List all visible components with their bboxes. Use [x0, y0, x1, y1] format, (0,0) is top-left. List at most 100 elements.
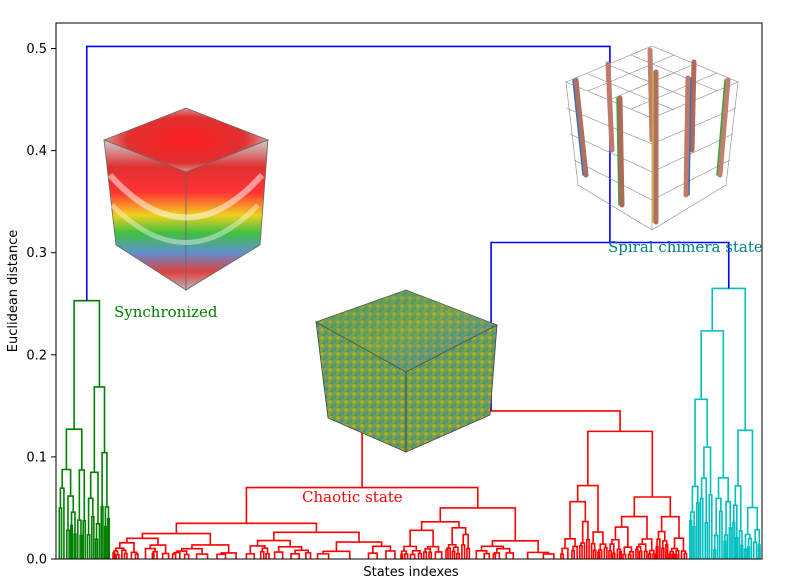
chaotic-cluster-link — [409, 529, 434, 547]
chaotic-cluster-link — [612, 552, 616, 559]
chaotic-cluster-link — [134, 553, 139, 559]
text-layer: States indexes Euclidean distance Synchron… — [6, 230, 763, 580]
chaotic-cluster-link — [633, 496, 672, 517]
links-layer — [58, 45, 761, 559]
chaotic-cluster-link — [592, 549, 597, 559]
spiral-chimera-cluster-link — [747, 537, 753, 559]
cluster-label: Chaotic state — [302, 488, 403, 506]
spiral-chimera-cluster-link — [718, 510, 723, 559]
chaotic-cluster-link — [586, 538, 590, 559]
chaotic-cluster-link — [647, 553, 652, 559]
synchronized-cluster-link — [91, 515, 95, 559]
chaotic-cluster-link — [115, 553, 120, 559]
chaotic-cluster-link — [580, 542, 586, 559]
spiral-chimera-cube-image — [565, 45, 739, 231]
chaotic-cluster-link — [420, 521, 460, 531]
chaotic-cluster-link — [635, 548, 639, 559]
chaotic-cluster-link — [661, 547, 665, 559]
cluster-label: Spiral chimera state — [608, 238, 763, 256]
chaotic-cluster-link — [452, 546, 459, 554]
synchronized-cluster-link — [78, 469, 86, 521]
chaotic-cluster-link — [322, 550, 351, 559]
chaotic-cluster-link — [616, 548, 622, 559]
chaotic-cluster-link — [152, 550, 158, 559]
chaotic-cluster-link — [195, 553, 209, 559]
synchronized-cluster-link — [104, 506, 110, 527]
chaotic-cluster-link — [627, 553, 632, 559]
spiral-chimera-cluster-link — [708, 494, 713, 559]
spiral-chimera-cluster-link — [713, 549, 717, 559]
chaotic-cluster-link — [461, 544, 466, 559]
chaotic-cluster-link — [126, 537, 159, 546]
axes-layer: 0.0 0.1 0.2 0.3 0.4 0.5 — [26, 22, 763, 568]
y-tick-label: 0.2 — [26, 348, 47, 363]
spiral-chimera-cluster-link — [699, 497, 704, 559]
spiral-chimera-cluster-link — [724, 534, 729, 559]
synchronized-cluster-link — [94, 538, 99, 559]
chaotic-cluster-link — [641, 538, 653, 551]
chaotic-cluster-link — [290, 552, 300, 559]
spiral-chimera-cluster-link — [696, 502, 700, 559]
synchronized-cluster-link — [87, 497, 94, 535]
spiral-chimera-cluster-link — [752, 541, 758, 559]
chaotic-cluster-link — [417, 552, 423, 559]
spiral-chimera-cluster-link — [689, 519, 693, 559]
chaotic-cluster-link — [638, 550, 643, 559]
spiral-chimera-cluster-link — [715, 497, 722, 536]
chaotic-cluster-link — [367, 552, 378, 559]
chaotic-cluster-link — [571, 549, 576, 559]
chaotic-cluster-link — [183, 553, 190, 559]
chaotic-cluster-link — [446, 547, 451, 559]
chaotic-cluster-link — [171, 553, 177, 559]
synchronized-cluster-link — [59, 487, 65, 559]
chaotic-cluster-link — [592, 531, 604, 545]
chaotic-cluster-link — [622, 553, 627, 559]
chaotic-cluster-link — [673, 537, 685, 552]
chaotic-cluster-link — [434, 551, 443, 559]
chaotic-cluster-link — [141, 532, 212, 545]
spiral-chimera-cluster-link — [689, 511, 695, 527]
synchronized-cluster-link — [73, 533, 77, 559]
chaotic-cluster-link — [572, 545, 578, 559]
chaotic-cluster-link — [675, 549, 680, 559]
chaotic-cluster-link — [428, 551, 433, 559]
chaotic-cluster-link — [618, 550, 623, 559]
synchronized-cluster-link — [101, 451, 108, 507]
chaotic-cluster-link — [411, 550, 421, 555]
synchronized-cube-image — [102, 107, 270, 291]
chaotic-cluster-link — [674, 553, 678, 559]
chaotic-cluster-link — [560, 553, 565, 559]
spiral-chimera-cluster-link — [757, 544, 761, 559]
chaotic-cluster-link — [175, 522, 318, 534]
chaotic-cluster-link — [637, 543, 647, 552]
chaotic-cluster-link — [493, 552, 501, 559]
chaotic-cluster-link — [576, 484, 599, 533]
y-tick-label: 0.4 — [26, 144, 47, 159]
spiral-chimera-cluster-link — [704, 521, 709, 559]
spiral-chimera-cluster-link — [732, 504, 738, 538]
chaotic-cluster-link — [683, 552, 688, 559]
chaotic-cluster-link — [249, 545, 266, 554]
chaotic-cluster-link — [655, 546, 659, 559]
chaotic-cluster-link — [656, 538, 661, 559]
chaotic-cluster-link — [462, 533, 469, 549]
chaotic-cluster-link — [404, 553, 409, 559]
y-tick-label: 0.3 — [26, 246, 47, 261]
chaotic-cluster-link — [316, 553, 330, 559]
spiral-chimera-cluster-link — [692, 525, 696, 559]
synchronized-cluster-link — [67, 495, 75, 531]
chaotic-cluster-link — [445, 549, 449, 559]
chaotic-cluster-link — [466, 547, 471, 559]
synchronized-cluster-link — [69, 524, 74, 559]
spiral-chimera-cluster-link — [694, 398, 709, 487]
spiral-chimera-cluster-link — [738, 530, 743, 559]
chaotic-cluster-link — [114, 547, 125, 551]
chaotic-cluster-link — [265, 552, 270, 559]
y-tick-label: 0.1 — [26, 450, 47, 465]
spiral-chimera-cluster-link — [691, 485, 699, 513]
chaotic-cluster-link — [451, 550, 456, 559]
chaotic-cluster-link — [245, 553, 256, 559]
chaotic-cluster-link — [603, 546, 608, 559]
synchronized-cluster-link — [100, 505, 104, 559]
chaotic-cluster-link — [423, 551, 428, 559]
